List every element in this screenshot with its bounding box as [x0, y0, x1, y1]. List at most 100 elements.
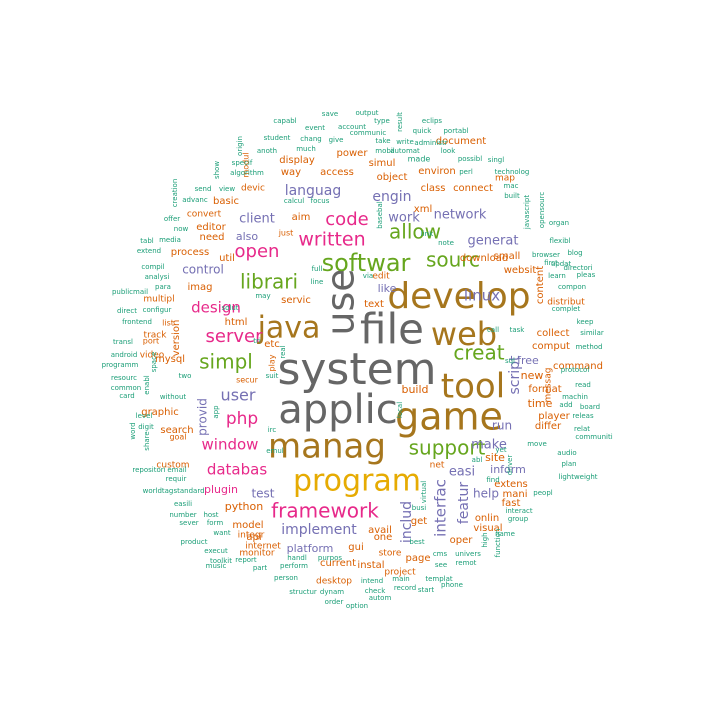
word-messag: messag — [544, 368, 554, 403]
word-remot: remot — [456, 559, 477, 567]
word-perl: perl — [459, 168, 473, 176]
word-releas: releas — [572, 412, 594, 420]
word-advanc: advanc — [182, 196, 208, 204]
word-java: java — [257, 311, 321, 346]
word-high: high — [481, 532, 489, 547]
word-current: current — [320, 558, 356, 569]
word-framework: framework — [271, 499, 379, 523]
word-written: written — [298, 229, 365, 251]
word-time: time — [528, 397, 553, 410]
word-custom: custom — [156, 461, 189, 471]
word-python: python — [225, 500, 264, 513]
word-origin: origin — [236, 136, 244, 156]
word-mac: mac — [504, 182, 519, 190]
word-servic: servic — [281, 295, 311, 306]
word-media: media — [159, 236, 181, 244]
word-test: test — [251, 487, 274, 501]
word-start: start — [418, 586, 435, 594]
word-group: group — [508, 515, 529, 523]
word-visual: visual — [473, 523, 502, 534]
word-singl: singl — [488, 156, 504, 164]
word-without: without — [160, 393, 187, 401]
word-devic: devic — [241, 184, 265, 194]
word-virtual: virtual — [420, 481, 428, 503]
word-read: read — [575, 381, 591, 389]
word-sql: sql — [505, 357, 515, 365]
word-free: free — [517, 354, 539, 367]
word-send: send — [195, 185, 212, 193]
word-creat: creat — [453, 341, 504, 365]
word-structur: structur — [289, 588, 317, 596]
word-instal: instal — [357, 560, 384, 571]
word-write: write — [396, 138, 414, 146]
word-save: save — [322, 110, 338, 118]
word-compil: compil — [141, 263, 164, 271]
word-one: one — [374, 532, 393, 543]
word-game: game — [395, 395, 503, 439]
word-extend: extend — [137, 247, 161, 255]
word-mobil: mobil — [375, 147, 394, 155]
word-show: show — [213, 161, 221, 179]
word-text: text — [364, 299, 384, 310]
word-etc: etc — [264, 339, 280, 350]
word-script: script — [507, 355, 523, 395]
word-player: player — [538, 411, 570, 422]
word-list: list — [162, 319, 174, 328]
word-option: option — [346, 602, 368, 610]
word-network: network — [434, 208, 487, 223]
word-play: play — [268, 354, 277, 371]
word-xml: xml — [414, 204, 432, 215]
word-fast: fast — [502, 498, 521, 509]
word-languag: languag — [285, 183, 342, 199]
word-machin: machin — [562, 393, 588, 401]
word-specif: specif — [232, 159, 253, 167]
word-part: part — [253, 564, 268, 572]
word-technolog: technolog — [495, 168, 530, 176]
word-convert: convert — [187, 210, 222, 220]
word-aim: aim — [292, 212, 311, 223]
word-order: order — [325, 598, 344, 606]
word-server: server — [206, 326, 264, 347]
word-engin: engin — [372, 189, 411, 205]
word-map: map — [495, 174, 515, 184]
word-templat: templat — [425, 575, 453, 583]
word-worldtag: worldtag — [143, 487, 174, 495]
word-dynam: dynam — [320, 588, 344, 596]
word-programm: programm — [102, 361, 139, 369]
word-portabl: portabl — [443, 127, 468, 135]
word-websit: websit — [504, 265, 537, 276]
word-web: web — [431, 315, 497, 353]
word-cms: cms — [433, 550, 448, 558]
word-html: html — [225, 317, 248, 328]
word-yet: yet — [495, 446, 506, 454]
word-tri: tri — [253, 337, 261, 345]
word-softwar: softwar — [322, 249, 411, 277]
word-execut: execut — [204, 547, 228, 555]
word-intend: intend — [361, 577, 383, 585]
word-two: two — [179, 372, 192, 380]
word-modul: modul — [242, 152, 251, 177]
word-repositori: repositori — [132, 466, 165, 474]
word-editor: editor — [196, 222, 226, 233]
word-busi: busi — [412, 504, 427, 512]
word-chang: chang — [300, 135, 321, 143]
word-sourc: sourc — [426, 248, 480, 272]
word-model: model — [232, 520, 263, 531]
word-small: small — [494, 251, 521, 262]
word-file: file — [360, 305, 424, 354]
word-may: may — [255, 292, 270, 300]
word-task: task — [510, 326, 526, 334]
word-help: help — [473, 487, 499, 501]
word-allow: allow — [389, 220, 441, 244]
word-opensourc: opensourc — [538, 192, 546, 229]
word-resourc: resourc — [111, 374, 137, 382]
word-report: report — [235, 556, 257, 564]
word-possibl: possibl — [458, 155, 482, 163]
word-program: program — [293, 464, 421, 499]
word-univers: univers — [455, 550, 481, 558]
word-result: result — [396, 112, 404, 132]
word-name: name — [495, 530, 515, 538]
word-record: record — [394, 584, 416, 592]
word-organ: organ — [549, 219, 569, 227]
